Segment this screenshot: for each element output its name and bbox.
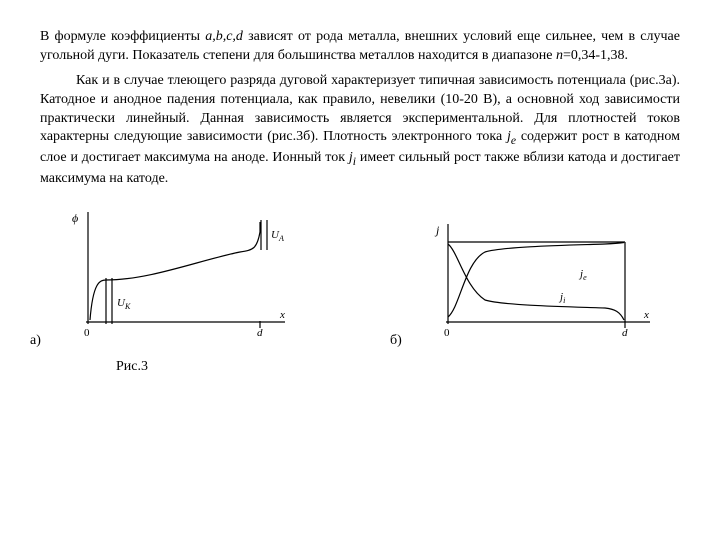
figure-caption: Рис.3 (116, 358, 680, 377)
x-label: x (279, 309, 285, 321)
j-label: j (434, 223, 440, 237)
p1-coeffs: a,b,c,d (205, 29, 243, 44)
label-b: б) (390, 332, 402, 351)
uk-label: UK (117, 297, 131, 311)
origin-label: 0 (84, 327, 90, 339)
figure-a-svg: ϕ x 0 d UK UA (50, 202, 310, 352)
d-label-b: d (622, 327, 628, 339)
d-label: d (257, 327, 263, 339)
je-curve-label: je (578, 268, 587, 282)
figure-b: j x 0 d je ji б) (410, 202, 670, 352)
figures-row: ϕ x 0 d UK UA а) (40, 202, 680, 352)
paragraph-1: В формуле коэффициенты a,b,c,d зависят о… (40, 28, 680, 66)
origin-label-b: 0 (444, 327, 450, 339)
figure-b-svg: j x 0 d je ji (410, 202, 670, 352)
ji-curve-label: ji (558, 291, 565, 305)
p2-je: je (507, 129, 516, 144)
p2-ji: ji (349, 150, 356, 165)
ji-curve (448, 244, 624, 320)
paragraph-2: Как и в случае тлеющего разряда дуговой … (40, 72, 680, 189)
label-a: а) (30, 332, 41, 351)
ua-label: UA (271, 229, 284, 243)
p1-n: n (556, 48, 563, 63)
potential-curve (90, 222, 260, 320)
phi-label: ϕ (72, 211, 78, 225)
p1-text-3: =0,34-1,38. (563, 48, 628, 63)
p1-text-1: В формуле коэффициенты (40, 29, 205, 44)
x-label-b: x (643, 309, 649, 321)
figure-a: ϕ x 0 d UK UA а) (50, 202, 310, 352)
